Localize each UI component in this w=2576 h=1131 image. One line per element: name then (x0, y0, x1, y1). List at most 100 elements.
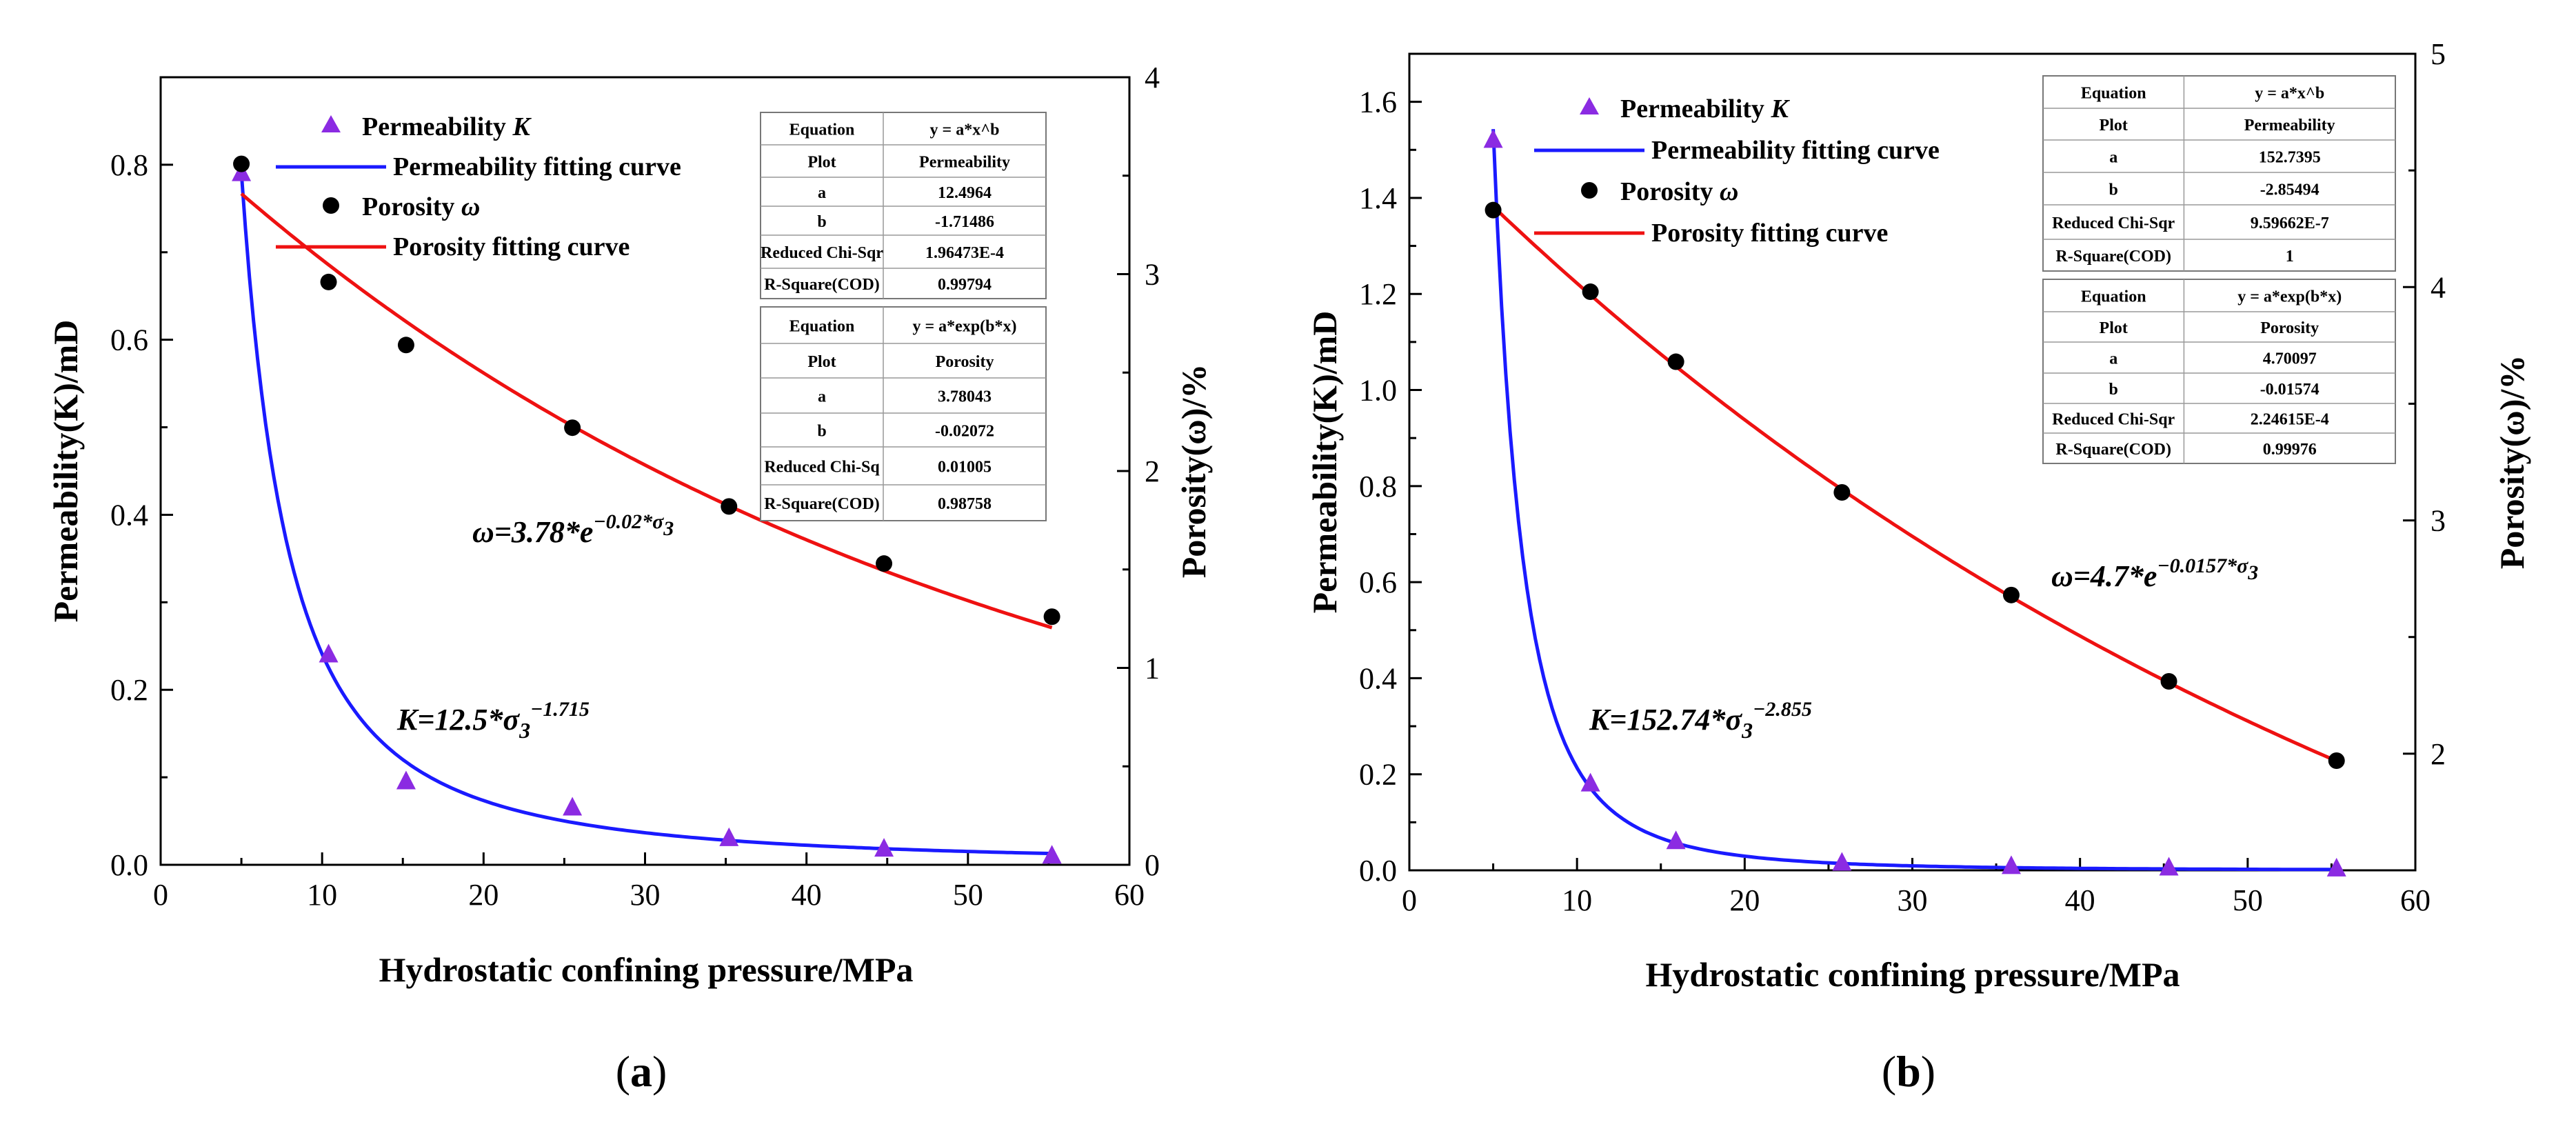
legend-entry-label: Porosity ω (1620, 177, 1738, 206)
panel-label: (a) (616, 1047, 667, 1096)
fit-table-value: -2.85494 (2260, 181, 2320, 199)
y-right-tick-label: 0 (1145, 848, 1160, 882)
fit-table-value: 4.70097 (2263, 350, 2317, 368)
porosity-point (876, 555, 893, 572)
legend-entry-label: Porosity ω (362, 192, 480, 221)
x-tick-label: 50 (2233, 883, 2263, 917)
permeability-point (719, 827, 739, 846)
fit-table-value: y = a*x^b (2255, 85, 2324, 103)
y-right-tick-label: 1 (1145, 652, 1160, 685)
x-tick-label: 30 (1898, 883, 1928, 917)
fit-table-frame (760, 306, 1047, 521)
porosity-point (1667, 353, 1684, 370)
fit-table-frame (2042, 279, 2396, 464)
fit-table-key: Equation (789, 318, 855, 336)
fit-table-key: b (2109, 381, 2118, 399)
fit-table-key: Plot (2100, 319, 2128, 337)
fit-table-key: b (817, 423, 826, 441)
y-left-tick-label: 1.2 (1359, 277, 1397, 311)
fit-table-key: a (2109, 350, 2117, 368)
y-left-tick-label: 0.8 (110, 148, 148, 182)
permeability-fit-curve (1491, 129, 2337, 872)
legend-entry-label: Porosity fitting curve (393, 232, 630, 261)
permeability-point (1483, 129, 1503, 148)
fit-table-value: 0.99794 (938, 276, 992, 294)
permeability-point (2001, 855, 2021, 874)
porosity-point (2328, 752, 2345, 770)
porosity-point (1582, 283, 1599, 301)
fit-table-key: a (2109, 149, 2117, 167)
y-left-tick-label: 1.4 (1359, 181, 1397, 215)
fit-table: Equation y = a*exp(b*x) Plot Porosity a 4.700… (2042, 279, 2396, 464)
permeability-equation: K=12.5*σ3−1.715 (396, 698, 590, 743)
y-right-tick-label: 5 (2431, 37, 2446, 71)
y-right-tick-label: 4 (2431, 270, 2446, 304)
x-tick-label: 10 (307, 878, 337, 912)
permeability-point (319, 643, 339, 663)
porosity-equation: ω=3.78*e−0.02*σ3 (472, 510, 674, 549)
fit-table-value: y = a*exp(b*x) (913, 318, 1017, 336)
fit-table-key: Equation (789, 121, 855, 139)
fit-table-key: R-Square(COD) (764, 495, 880, 513)
fit-table-value: 152.7395 (2259, 149, 2321, 167)
legend-dot-icon (323, 197, 339, 214)
fit-table-frame (2042, 75, 2396, 272)
fit-table-value: 0.98758 (938, 495, 992, 513)
y-right-tick-label: 4 (1145, 61, 1160, 94)
porosity-point (1485, 201, 1502, 219)
fit-table-frame (760, 112, 1047, 299)
y-left-tick-label: 0.2 (1359, 758, 1397, 792)
permeability-point (396, 770, 416, 790)
fit-table-value: -1.71486 (935, 213, 994, 231)
x-tick-label: 50 (953, 878, 983, 912)
porosity-point (397, 337, 414, 354)
fit-table-key: R-Square(COD) (2055, 248, 2171, 266)
x-tick-label: 60 (1114, 878, 1145, 912)
chart-panel-a: 0 10 20 30 40 50 60 0.0 0.2 0.4 0.6 0.8 0 1 2 3 4 Hydrost… (46, 61, 1213, 1096)
y-right-tick-label: 3 (2431, 504, 2446, 538)
porosity-point (564, 419, 581, 437)
x-tick-label: 0 (153, 878, 168, 912)
fit-table-value: -0.01574 (2260, 381, 2320, 399)
permeability-point (1580, 772, 1600, 792)
legend: Permeability K Permeability fitting curve… (276, 112, 681, 261)
x-tick-label: 20 (1729, 883, 1760, 917)
fit-table-value: 0.99976 (2263, 441, 2317, 459)
fit-table-value: 3.78043 (938, 388, 992, 406)
fit-table-key: Reduced Chi-Sqr (761, 244, 883, 262)
fit-table: Equation y = a*exp(b*x) Plot Porosity a 3.780… (760, 306, 1047, 521)
fit-table-key: a (818, 184, 826, 202)
fit-table-key: a (818, 388, 826, 406)
porosity-fit-curve (240, 192, 1053, 630)
y-left-tick-label: 0.0 (110, 848, 148, 882)
x-tick-label: 30 (630, 878, 661, 912)
y-left-tick-label: 0.2 (110, 673, 148, 707)
fit-table-key: Reduced Chi-Sqr (2052, 411, 2175, 429)
y-left-tick-label: 0.6 (1359, 566, 1397, 599)
y-left-tick-label: 0.4 (1359, 661, 1397, 695)
x-axis-title: Hydrostatic confining pressure/MPa (379, 950, 914, 989)
fit-table-key: Reduced Chi-Sq (764, 459, 880, 477)
fit-table-value: 0.01005 (938, 459, 992, 477)
porosity-fit-curve (1491, 205, 2337, 763)
fit-table-value: 9.59662E-7 (2251, 214, 2329, 232)
fit-table-key: b (2109, 181, 2118, 199)
fit-table-key: b (817, 213, 826, 231)
fit-table-value: Permeability (919, 154, 1010, 172)
fit-table-key: Equation (2081, 85, 2146, 103)
permeability-equation: K=152.74*σ3−2.855 (1589, 698, 1812, 743)
fit-table-value: y = a*exp(b*x) (2237, 288, 2342, 306)
fit-table-value: 2.24615E-4 (2251, 411, 2329, 429)
legend-entry-label: Permeability K (1620, 94, 1790, 123)
fit-table: Equation y = a*x^b Plot Permeability a 12.496… (760, 112, 1047, 299)
y-left-tick-label: 0.4 (110, 498, 148, 532)
y-left-tick-label: 0.8 (1359, 470, 1397, 503)
x-tick-label: 40 (2065, 883, 2095, 917)
legend-dot-icon (1581, 182, 1598, 199)
permeability-point (874, 838, 894, 857)
fit-table-value: 1.96473E-4 (925, 244, 1004, 262)
fit-table-value: y = a*x^b (930, 121, 1000, 139)
permeability-fit-curve (239, 172, 1052, 856)
fit-table-value: Porosity (936, 353, 994, 371)
